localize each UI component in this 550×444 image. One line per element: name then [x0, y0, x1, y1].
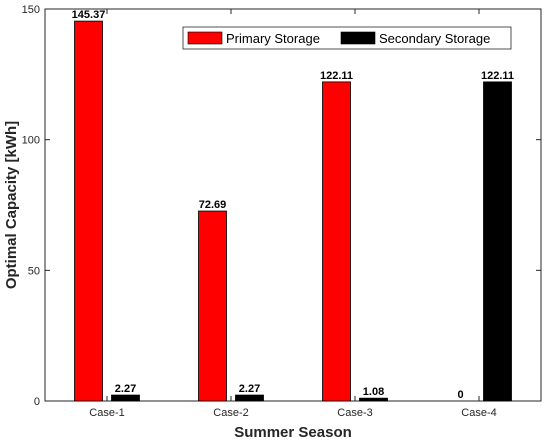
bars-group: [74, 20, 512, 402]
bar-primary-storage-case-3: [322, 81, 351, 402]
data-label-primary-storage-case-4: 0: [457, 389, 463, 401]
x-tick-label: Case-3: [337, 407, 372, 419]
x-tick-label: Case-4: [461, 407, 496, 419]
x-tick-label: Case-2: [213, 407, 248, 419]
data-label-primary-storage-case-3: 122.11: [320, 70, 353, 82]
y-tick-label: 0: [34, 396, 40, 408]
data-label-secondary-storage-case-2: 2.27: [239, 383, 260, 395]
data-label-secondary-storage-case-3: 1.08: [363, 386, 384, 398]
bar-primary-storage-case-2: [198, 210, 227, 402]
bar-secondary-storage-case-2: [235, 394, 264, 402]
data-label-secondary-storage-case-4: 122.11: [481, 70, 514, 82]
y-axis-ticks: 0 50 100 150: [22, 4, 541, 408]
legend: Primary Storage Secondary Storage: [182, 26, 512, 50]
plot-area: [44, 8, 542, 402]
bar-primary-storage-case-1: [74, 20, 103, 402]
y-tick-label: 100: [22, 135, 40, 147]
x-tick-label: Case-1: [89, 407, 124, 419]
y-tick-label: 150: [22, 4, 40, 16]
data-labels-group: 145.37 72.69 122.11 0 2.27 2.27 1.08 122.11: [72, 9, 514, 401]
data-label-secondary-storage-case-1: 2.27: [115, 383, 136, 395]
bar-secondary-storage-case-1: [111, 394, 140, 402]
y-tick-label: 50: [28, 265, 40, 277]
y-axis-title: Optimal Capacity [kWh]: [3, 121, 20, 289]
x-axis-ticks: Case-1 Case-2 Case-3 Case-4: [89, 9, 497, 419]
data-label-primary-storage-case-2: 72.69: [199, 199, 227, 211]
legend-label-secondary-storage: Secondary Storage: [379, 31, 490, 46]
bar-secondary-storage-case-4: [483, 81, 512, 402]
bar-secondary-storage-case-3: [359, 397, 388, 402]
legend-swatch-secondary-storage: [340, 31, 376, 45]
x-axis-title: Summer Season: [234, 424, 352, 441]
legend-swatch-primary-storage: [187, 31, 223, 45]
data-label-primary-storage-case-1: 145.37: [72, 9, 106, 21]
legend-label-primary-storage: Primary Storage: [226, 31, 320, 46]
